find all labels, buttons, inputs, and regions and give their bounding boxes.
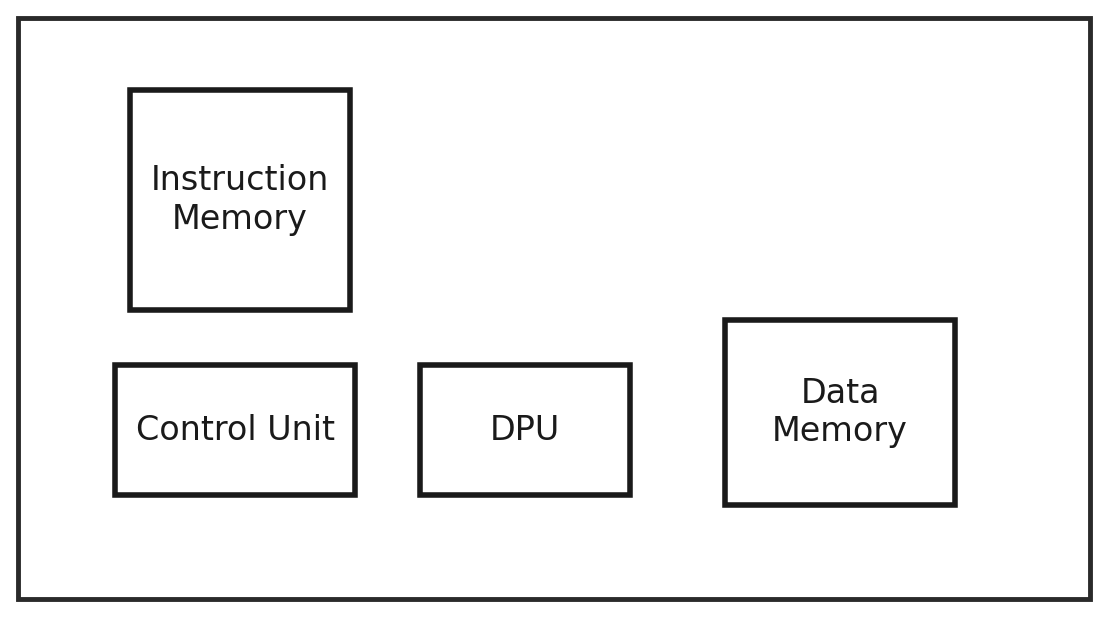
- Text: Data
Memory: Data Memory: [772, 377, 907, 448]
- Bar: [130, 90, 350, 310]
- Bar: [420, 365, 630, 495]
- Text: Instruction
Memory: Instruction Memory: [151, 164, 329, 236]
- Text: Control Unit: Control Unit: [135, 413, 335, 447]
- Bar: [725, 320, 955, 505]
- Bar: [115, 365, 355, 495]
- Text: DPU: DPU: [490, 413, 561, 447]
